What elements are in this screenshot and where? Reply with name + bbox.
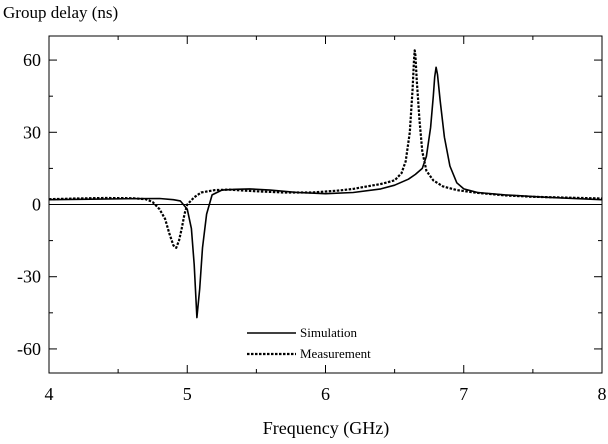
x-tick-label: 5 xyxy=(183,384,192,404)
series-layer xyxy=(48,49,603,319)
y-tick-label: 0 xyxy=(32,195,41,215)
chart-title: Group delay (ns) xyxy=(3,3,118,22)
legend: Simulation Measurement xyxy=(247,325,371,361)
y-tick-label: -30 xyxy=(17,267,41,287)
x-tick-label: 6 xyxy=(321,384,330,404)
x-tick-label: 8 xyxy=(598,384,607,404)
legend-label: Measurement xyxy=(300,346,371,361)
x-tick-label: 4 xyxy=(45,384,54,404)
x-axis-label: Frequency (GHz) xyxy=(263,418,389,439)
x-tick-label: 7 xyxy=(459,384,468,404)
legend-label: Simulation xyxy=(300,325,358,340)
y-tick-label: -60 xyxy=(17,339,41,359)
series-line-simulation xyxy=(48,66,603,319)
y-tick-label: 60 xyxy=(23,50,41,70)
y-tick-label: 30 xyxy=(23,122,41,142)
axis-ticks: 4 5 6 7 8 60 30 0 -30 -60 xyxy=(17,36,607,404)
series-line-measurement xyxy=(48,49,603,249)
